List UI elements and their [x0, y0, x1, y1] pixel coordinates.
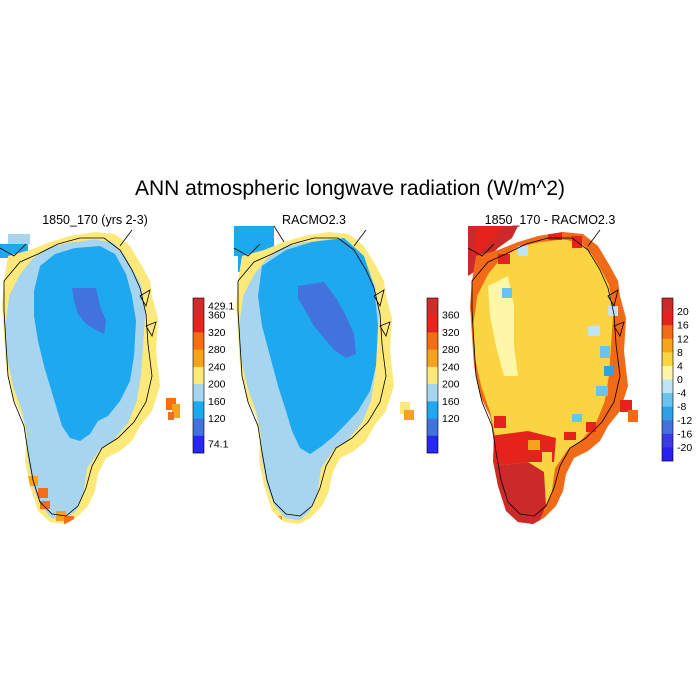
- colorbar-tick-label: 160: [208, 396, 226, 408]
- land-cell: [472, 226, 504, 256]
- colorbar-swatch: [193, 384, 204, 402]
- colorbar-swatch: [662, 311, 673, 326]
- colorbar-swatch: [662, 365, 673, 380]
- colorbar-swatch: [193, 332, 204, 350]
- colorbar-swatch: [193, 315, 204, 333]
- colorbar-swatch: [662, 352, 673, 367]
- colorbar-tick-label: 16: [677, 320, 689, 332]
- greenland-field: [470, 232, 628, 524]
- colorbar-tick-label: 12: [677, 333, 689, 345]
- colorbar-tick-label: 120: [208, 413, 226, 425]
- colorbar-swatch: [427, 298, 438, 316]
- colorbar-swatch: [662, 298, 673, 312]
- land-cell: [404, 410, 414, 420]
- colorbar-tick-label: 20: [677, 306, 689, 318]
- panel-2-map: [233, 225, 414, 524]
- colorbar-swatch: [427, 418, 438, 437]
- colorbar-swatch: [662, 325, 673, 340]
- figure-title: ANN atmospheric longwave radiation (W/m^…: [134, 177, 565, 200]
- colorbar-tick-label: 120: [442, 413, 460, 425]
- land-cell: [8, 234, 30, 244]
- colorbar-tick-label: 200: [208, 379, 226, 391]
- colorbar-swatch: [193, 366, 204, 385]
- colorbar-swatch: [427, 384, 438, 402]
- panel-2-title: RACMO2.3: [282, 213, 346, 227]
- colorbar-tick-label: 320: [442, 327, 460, 339]
- land-cell: [620, 400, 632, 412]
- colorbar-swatch: [427, 349, 438, 368]
- colorbar-swatch: [427, 435, 438, 454]
- colorbar-swatch: [427, 332, 438, 350]
- colorbar-tick-label: -20: [677, 442, 692, 454]
- colorbar-tick-label: 280: [442, 344, 460, 356]
- colorbar-tick-label: 280: [208, 344, 226, 356]
- land-cell: [168, 412, 174, 420]
- panel-3-title: 1850_170 - RACMO2.3: [484, 213, 616, 227]
- colorbar-swatch: [662, 420, 673, 435]
- colorbar-tick-label: 429.1: [208, 301, 234, 313]
- colorbar-swatch: [662, 433, 673, 448]
- colorbar-tick-label: 160: [442, 396, 460, 408]
- colorbar-tick-label: 320: [208, 327, 226, 339]
- panel-1-title: 1850_170 (yrs 2-3): [42, 213, 148, 227]
- greenland-field: [2, 232, 160, 524]
- colorbar-swatch: [193, 298, 204, 316]
- colorbar-tick-label: -4: [677, 388, 686, 400]
- coastline: [237, 237, 391, 517]
- colorbar-swatch: [193, 418, 204, 437]
- colorbar-tick-label: 360: [442, 310, 460, 322]
- colorbar-tick-label: 4: [677, 360, 683, 372]
- land-cell: [166, 398, 176, 410]
- colorbar-swatch: [662, 338, 673, 353]
- panel-3-map: [467, 226, 638, 524]
- coastline: [471, 237, 625, 517]
- colorbar-tick-label: -8: [677, 401, 686, 413]
- colorbar-swatch: [662, 406, 673, 421]
- colorbar-tick-label: -12: [677, 415, 692, 427]
- colorbar-swatch: [662, 447, 673, 462]
- colorbar-tick-label: 200: [442, 379, 460, 391]
- colorbar-tick-label: -16: [677, 428, 692, 440]
- greenland-field: [236, 232, 394, 524]
- panel-2-colorbar: 360 320 280 240 200 160 120: [426, 297, 460, 454]
- land-cell: [628, 410, 638, 422]
- colorbar-swatch: [193, 349, 204, 368]
- colorbar-swatch: [193, 435, 204, 454]
- colorbar-tick-label: 0: [677, 374, 683, 386]
- colorbar-tick-label: 360: [208, 310, 226, 322]
- colorbar-swatch: [662, 379, 673, 394]
- colorbar-swatch: [427, 366, 438, 385]
- coastline: [3, 237, 157, 517]
- colorbar-tick-label: 240: [208, 361, 226, 373]
- colorbar-swatch: [427, 315, 438, 333]
- colorbar-swatch: [427, 401, 438, 419]
- colorbar-tick-label: 240: [442, 361, 460, 373]
- panel-1-map: [0, 229, 180, 524]
- colorbar-swatch: [193, 401, 204, 419]
- colorbar-tick-label: 74.1: [208, 438, 229, 450]
- land-cell: [172, 404, 180, 418]
- land-cell: [400, 402, 410, 414]
- colorbar-tick-label: 8: [677, 347, 683, 359]
- colorbar-swatch: [662, 393, 673, 407]
